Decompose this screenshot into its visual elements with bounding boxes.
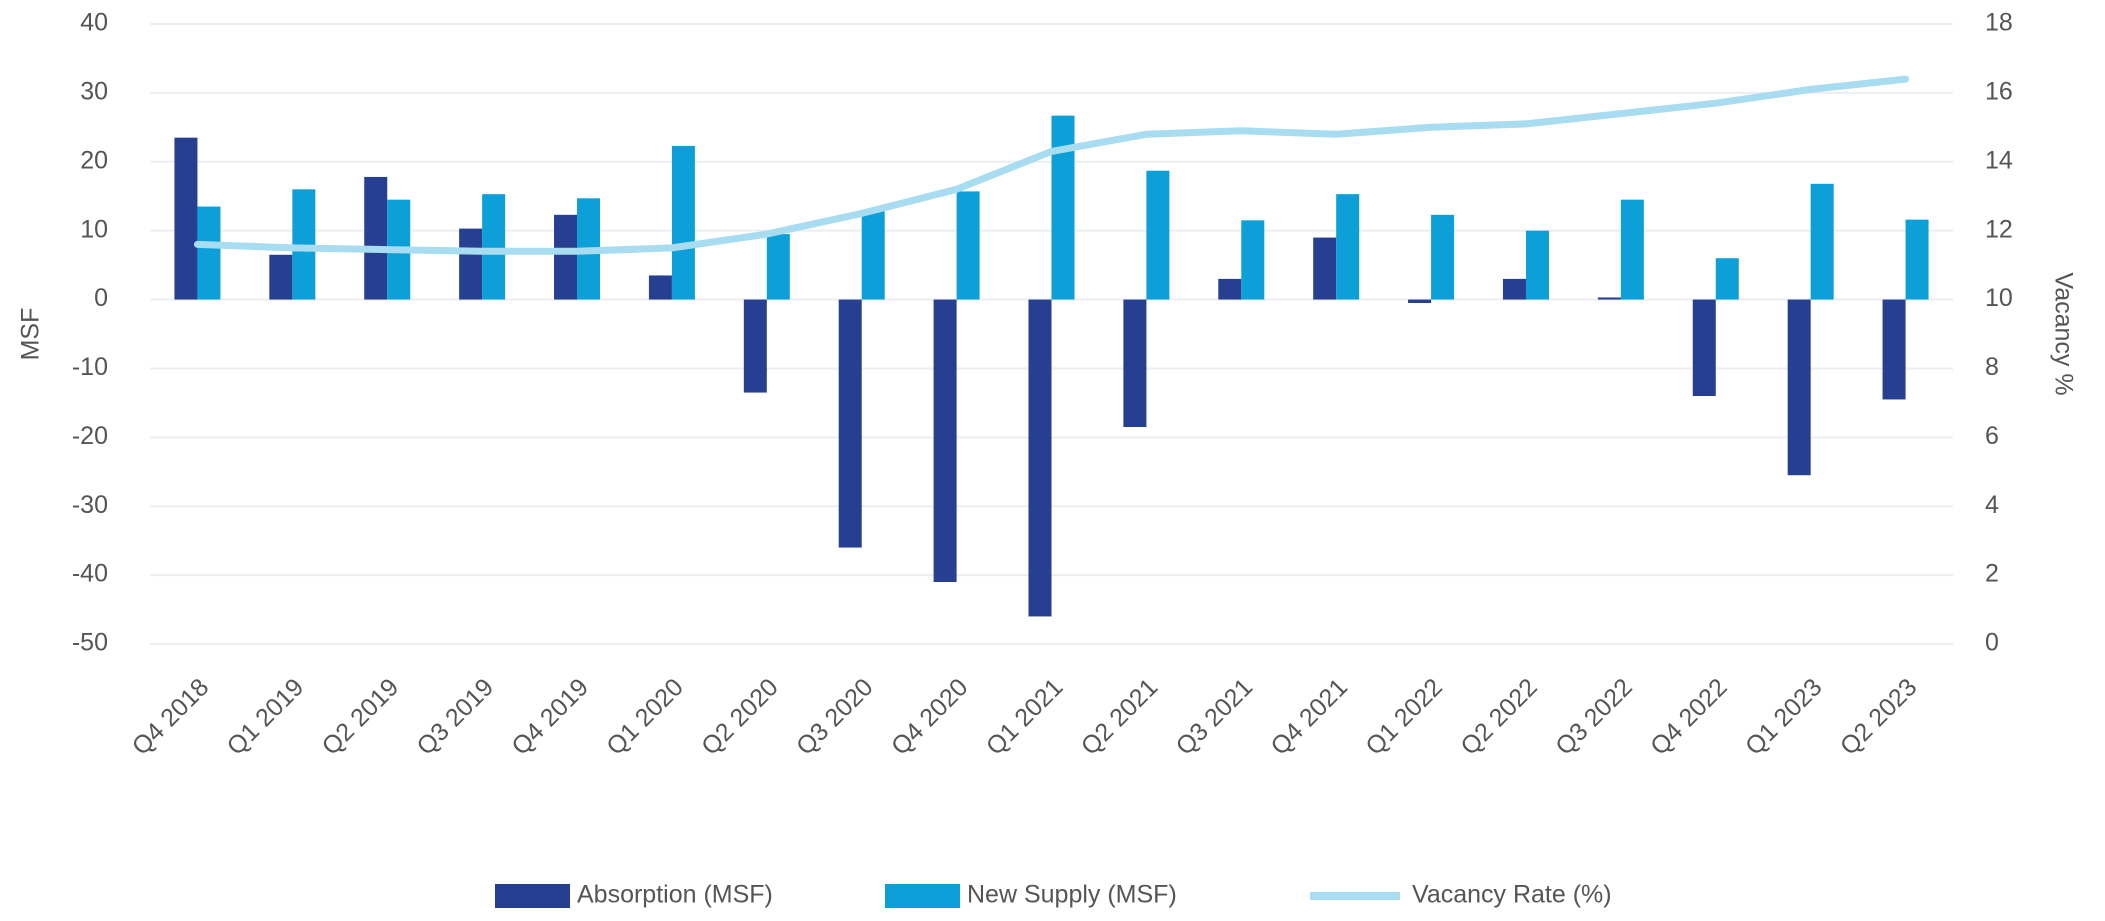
x-tick-label: Q2 2023 xyxy=(1835,673,1923,761)
bar xyxy=(743,299,767,393)
bar xyxy=(197,206,221,300)
bar xyxy=(838,299,862,548)
y2-tick-label: 0 xyxy=(1985,629,1999,657)
x-tick-label: Q2 2020 xyxy=(696,673,784,761)
bar xyxy=(1905,219,1929,300)
bar xyxy=(1146,170,1170,300)
bar xyxy=(1715,258,1739,300)
y2-tick-label: 6 xyxy=(1985,422,1999,450)
bar xyxy=(1525,230,1549,300)
legend-label: New Supply (MSF) xyxy=(967,881,1177,909)
bar xyxy=(956,191,980,300)
bar xyxy=(671,145,695,300)
bar xyxy=(861,210,885,300)
y-tick-label: -40 xyxy=(72,560,108,588)
bar xyxy=(554,214,578,300)
x-tick-label: Q3 2022 xyxy=(1550,673,1638,761)
x-tick-label: Q3 2019 xyxy=(411,673,499,761)
bar xyxy=(1787,299,1811,476)
bar xyxy=(1692,299,1716,396)
bar xyxy=(1431,214,1455,300)
bar xyxy=(174,137,198,300)
y2-tick-label: 18 xyxy=(1985,9,2013,37)
x-tick-label: Q2 2022 xyxy=(1455,673,1543,761)
y-tick-label: -30 xyxy=(72,491,108,519)
y2-tick-label: 10 xyxy=(1985,284,2013,312)
y2-tick-label: 2 xyxy=(1985,560,1999,588)
bar xyxy=(1408,299,1432,303)
bar xyxy=(1028,299,1052,617)
y2-tick-label: 16 xyxy=(1985,77,2013,105)
x-tick-label: Q1 2023 xyxy=(1740,673,1828,761)
bar xyxy=(269,254,293,300)
y-tick-label: 40 xyxy=(80,9,108,37)
bar xyxy=(1123,299,1147,427)
legend-label: Vacancy Rate (%) xyxy=(1412,881,1612,909)
bar xyxy=(482,194,506,300)
bar xyxy=(1502,278,1526,300)
bar xyxy=(1882,299,1906,400)
bar xyxy=(1051,115,1075,300)
y-tick-label: 0 xyxy=(94,284,108,312)
line xyxy=(193,75,1910,255)
x-tick-label: Q4 2020 xyxy=(886,673,974,761)
bar xyxy=(292,189,316,300)
bar xyxy=(459,228,483,300)
bar xyxy=(1336,194,1360,300)
x-tick-label: Q4 2019 xyxy=(506,673,594,761)
x-tick-label: Q4 2022 xyxy=(1645,673,1733,761)
y-tick-label: 10 xyxy=(80,215,108,243)
bar xyxy=(1241,220,1265,300)
y2-tick-label: 4 xyxy=(1985,491,1999,519)
legend-label: Absorption (MSF) xyxy=(577,881,773,909)
y-tick-label: 20 xyxy=(80,146,108,174)
legend-swatch xyxy=(885,884,960,908)
x-tick-label: Q3 2021 xyxy=(1171,673,1259,761)
y2-tick-label: 8 xyxy=(1985,353,1999,381)
y-tick-label: 30 xyxy=(80,77,108,105)
y-tick-label: -10 xyxy=(72,353,108,381)
bar xyxy=(1313,237,1337,300)
y2-tick-label: 12 xyxy=(1985,215,2013,243)
y2-tick-label: 14 xyxy=(1985,146,2013,174)
x-tick-label: Q1 2021 xyxy=(981,673,1069,761)
x-tick-label: Q3 2020 xyxy=(791,673,879,761)
x-tick-label: Q1 2022 xyxy=(1360,673,1448,761)
bar xyxy=(1620,199,1644,300)
x-tick-label: Q4 2018 xyxy=(127,673,215,761)
bar xyxy=(1597,297,1621,300)
bar xyxy=(1218,278,1242,300)
bar xyxy=(933,299,957,582)
x-tick-label: Q2 2021 xyxy=(1076,673,1164,761)
bar xyxy=(766,234,790,300)
x-tick-label: Q2 2019 xyxy=(317,673,405,761)
y-tick-label: -20 xyxy=(72,422,108,450)
x-tick-label: Q1 2020 xyxy=(601,673,689,761)
bar xyxy=(364,176,388,300)
y-axis-label: MSF xyxy=(17,308,45,361)
bar xyxy=(648,275,672,300)
y2-axis-label: Vacancy % xyxy=(2049,272,2077,395)
bar xyxy=(1810,183,1834,300)
y-tick-label: -50 xyxy=(72,629,108,657)
x-tick-label: Q4 2021 xyxy=(1265,673,1353,761)
legend-swatch xyxy=(495,884,570,908)
x-tick-label: Q1 2019 xyxy=(222,673,310,761)
